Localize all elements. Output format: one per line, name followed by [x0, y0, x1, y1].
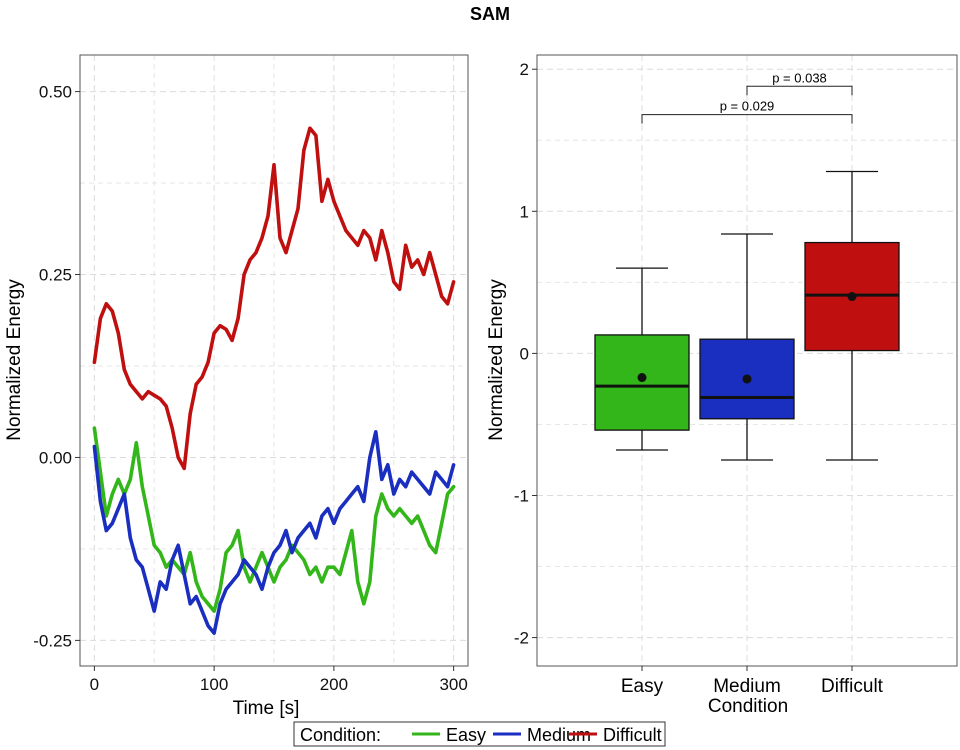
line-chart-grid	[80, 55, 468, 666]
line-chart-ylabel: Normalized Energy	[4, 279, 25, 441]
mean-point	[637, 373, 647, 383]
legend-label-difficult: Difficult	[603, 725, 662, 745]
box-plot-boxes	[594, 170, 900, 461]
y-tick-label: 0.25	[39, 266, 72, 285]
box-plot-ticks: -2 -1 0 1 2 Easy Medium Difficult	[514, 60, 884, 697]
mean-point	[742, 374, 752, 384]
x-category-label-medium: Medium	[713, 676, 781, 697]
mean-point	[847, 292, 857, 302]
series-line-difficult	[92, 126, 456, 471]
legend-title: Condition:	[300, 725, 381, 745]
x-tick-label: 200	[320, 675, 348, 694]
box-plot-panel: p = 0.038 p = 0.029 -2 -1 0 1 2 Easy Medium Diff…	[486, 54, 958, 717]
line-chart-panel: 0 100 200 300 -0.25 0.00 0.25 0.50 Time [s] Nor…	[4, 54, 469, 719]
legend: Condition: Easy Medium Difficult	[293, 721, 666, 747]
y-tick-label: 0.50	[39, 83, 72, 102]
y-tick-label: 0.00	[39, 448, 72, 467]
box-easy	[594, 267, 690, 451]
box-plot-xlabel: Condition	[708, 696, 788, 717]
box-medium	[699, 233, 795, 461]
y-tick-label: 1	[520, 202, 529, 221]
series-line-medium	[92, 430, 456, 635]
y-tick-label: 2	[520, 60, 529, 79]
y-tick-label: 0	[520, 344, 529, 363]
box-difficult	[804, 170, 900, 461]
legend-label-medium: Medium	[527, 725, 591, 745]
figure-title: SAM	[470, 4, 510, 24]
bracket-line	[746, 85, 853, 96]
legend-box	[293, 721, 666, 747]
p-value-label: p = 0.029	[720, 99, 775, 114]
y-tick-label: -1	[514, 486, 529, 505]
y-tick-label: -0.25	[33, 631, 72, 650]
box-plot-xlabel-text: Condition	[708, 696, 788, 717]
box-plot-ylabel: Normalized Energy	[486, 279, 507, 441]
x-category-label-easy: Easy	[621, 676, 664, 697]
line-chart-series	[92, 126, 456, 635]
x-tick-label: 0	[90, 675, 99, 694]
significance-bracket: p = 0.038	[746, 70, 853, 96]
legend-label-easy: Easy	[446, 725, 486, 745]
series-line-easy	[92, 426, 456, 613]
box-plot-annotations: p = 0.038 p = 0.029	[641, 70, 853, 124]
x-tick-label: 100	[200, 675, 228, 694]
line-chart-frame	[79, 54, 469, 667]
line-chart-ticks: 0 100 200 300 -0.25 0.00 0.25 0.50	[33, 83, 468, 694]
x-tick-label: 300	[439, 675, 467, 694]
line-chart-xlabel: Time [s]	[233, 698, 300, 719]
bracket-line	[641, 114, 853, 124]
significance-bracket: p = 0.029	[641, 99, 853, 124]
box-body	[594, 334, 690, 431]
p-value-label: p = 0.038	[772, 70, 827, 85]
x-category-label-difficult: Difficult	[821, 676, 884, 697]
y-tick-label: -2	[514, 629, 529, 648]
